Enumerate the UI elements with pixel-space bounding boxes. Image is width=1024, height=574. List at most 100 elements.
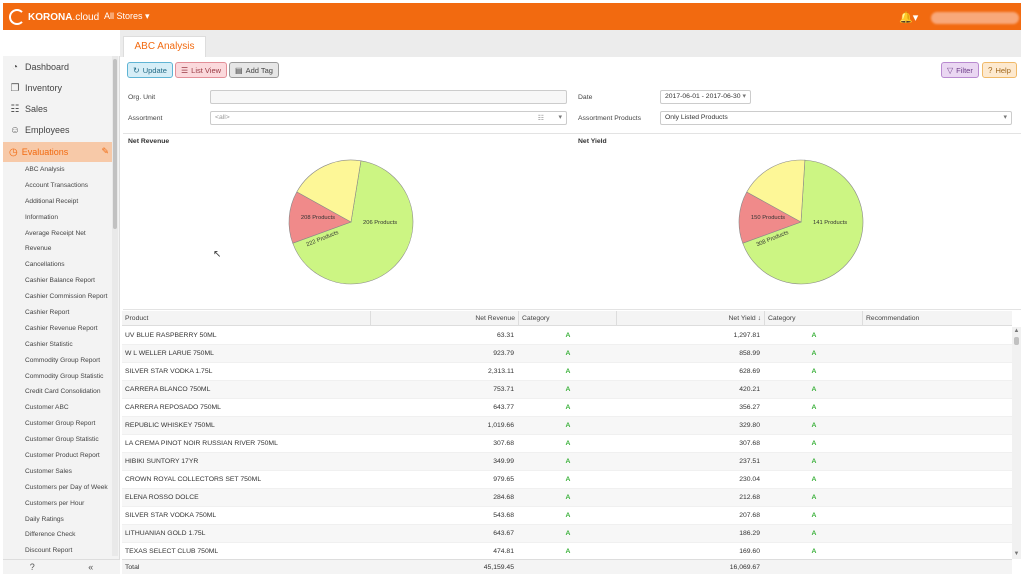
filter-icon: ▽	[947, 65, 954, 75]
submenu-item[interactable]: Customers per Hour	[25, 499, 85, 507]
submenu-item[interactable]: Credit Card Consolidation	[25, 388, 101, 396]
table-row[interactable]: LA CREMA PINOT NOIR RUSSIAN RIVER 750ML 3…	[122, 435, 1012, 453]
submenu-item[interactable]: Additional Receipt	[25, 197, 79, 205]
sidebar-item-label: Inventory	[25, 83, 63, 93]
tab-abc-analysis[interactable]: ABC Analysis	[123, 36, 206, 57]
filter-button[interactable]: ▽ Filter	[941, 62, 979, 78]
table-row[interactable]: HIBIKI SUNTORY 17YR 349.99 A 237.51 A	[122, 453, 1012, 471]
cell-product: CROWN ROYAL COLLECTORS SET 750ML	[125, 476, 262, 483]
column-header-net-revenue[interactable]: Net Revenue	[371, 311, 519, 326]
edit-pencil-icon[interactable]: ✎	[101, 146, 109, 156]
submenu-item[interactable]: Average Receipt Net	[25, 229, 86, 237]
table-row[interactable]: LITHUANIAN GOLD 1.75L 643.67 A 186.29 A	[122, 525, 1012, 543]
chevron-down-icon: ▾	[742, 93, 746, 100]
user-menu[interactable]	[931, 12, 1019, 24]
table-row[interactable]: REPUBLIC WHISKEY 750ML 1,019.66 A 329.80 A	[122, 417, 1012, 435]
column-header-category-2[interactable]: Category	[765, 311, 863, 326]
pie-slice[interactable]	[738, 191, 802, 244]
submenu-item[interactable]: Customer Group Statistic	[25, 436, 99, 444]
notification-bell-icon[interactable]: 🔔▾	[899, 12, 919, 24]
submenu-item[interactable]: Commodity Group Report	[25, 356, 101, 364]
table-row[interactable]: SILVER STAR VODKA 750ML 543.68 A 207.68 A	[122, 507, 1012, 525]
logo[interactable]: KORONA.cloud	[9, 9, 99, 25]
help-button[interactable]: ? Help	[982, 62, 1017, 78]
list-picker-icon[interactable]: ☷	[537, 115, 544, 122]
date-range-field[interactable]: 2017-06-01 - 2017-06-30 ▾	[660, 90, 751, 104]
help-circle-icon[interactable]: ?	[29, 562, 35, 572]
cell-category-2: A	[811, 548, 817, 555]
table-row[interactable]: SILVER STAR VODKA 1.75L 2,313.11 A 628.69 A	[122, 363, 1012, 381]
table-row[interactable]: CARRERA REPOSADO 750ML 643.77 A 356.27 A	[122, 399, 1012, 417]
org-unit-field[interactable]	[210, 90, 567, 104]
table-row[interactable]: TEXAS SELECT CLUB 750ML 474.81 A 169.60 A	[122, 543, 1012, 559]
submenu-item[interactable]: Cashier Commission Report	[25, 293, 108, 301]
pie-slice[interactable]	[296, 159, 362, 223]
sidebar-item-employees[interactable]: ☺ Employees	[9, 121, 70, 139]
submenu-item[interactable]: Cashier Statistic	[25, 340, 73, 348]
update-button[interactable]: ↻ Update	[127, 62, 173, 78]
sidebar-scrollbar[interactable]	[112, 56, 118, 556]
submenu-item[interactable]: Customer Product Report	[25, 452, 100, 460]
submenu-item[interactable]: Customers per Day of Week	[25, 483, 108, 491]
submenu-item[interactable]: Information	[25, 213, 58, 221]
scroll-down-icon[interactable]: ▼	[1013, 551, 1020, 557]
cell-recommendation	[866, 507, 1006, 525]
submenu-item[interactable]: Cashier Report	[25, 309, 70, 317]
table-row[interactable]: W L WELLER LARUE 750ML 923.79 A 858.99 A	[122, 345, 1012, 363]
cell-net-yield: 307.68	[739, 440, 760, 447]
cell-recommendation	[866, 525, 1006, 543]
add-tag-button[interactable]: ▤ Add Tag	[229, 62, 279, 78]
sidebar-scroll-thumb[interactable]	[113, 59, 117, 229]
submenu-item[interactable]: Cancellations	[25, 261, 65, 269]
submenu-item[interactable]: Customer Sales	[25, 467, 72, 475]
sidebar-item-inventory[interactable]: ❐ Inventory	[9, 79, 63, 97]
submenu-item[interactable]: Difference Check	[25, 531, 76, 539]
submenu-item[interactable]: Customer ABC	[25, 404, 69, 412]
table-row[interactable]: CARRERA BLANCO 750ML 753.71 A 420.21 A	[122, 381, 1012, 399]
chart-title-net-revenue: Net Revenue	[128, 138, 170, 145]
scroll-up-icon[interactable]: ▲	[1013, 328, 1020, 334]
submenu-item[interactable]: Discount Report	[25, 547, 73, 555]
cell-net-yield: 420.21	[739, 386, 760, 393]
submenu-item[interactable]: Cashier Revenue Report	[25, 324, 98, 332]
submenu-item[interactable]: Daily Ratings	[25, 515, 64, 523]
column-header-category[interactable]: Category	[519, 311, 617, 326]
total-net-revenue: 45,159.45	[483, 564, 514, 571]
pie-slice[interactable]	[742, 159, 864, 285]
submenu-item[interactable]: Cashier Balance Report	[25, 277, 96, 285]
cell-net-revenue: 1,019.66	[487, 422, 514, 429]
column-header-product[interactable]: Product	[122, 311, 371, 326]
table-scrollbar[interactable]: ▲ ▼	[1012, 327, 1021, 559]
pie-slice[interactable]	[292, 160, 414, 285]
evaluations-clock-icon: ◷	[9, 146, 18, 158]
submenu-item[interactable]: Commodity Group Statistic	[25, 372, 104, 380]
pie-slice[interactable]	[288, 191, 352, 244]
table-body: UV BLUE RASPBERRY 50ML 63.31 A 1,297.81 A W L…	[122, 327, 1012, 559]
store-selector[interactable]: All Stores ▾	[104, 11, 150, 21]
cell-net-revenue: 543.68	[493, 512, 514, 519]
column-header-net-yield[interactable]: Net Yield ↓	[617, 311, 765, 326]
column-header-recommendation[interactable]: Recommendation	[866, 315, 920, 322]
assortment-products-select[interactable]: Only Listed Products ▾	[660, 111, 1012, 125]
collapse-sidebar-icon[interactable]: «	[88, 562, 94, 572]
sidebar-item-dashboard[interactable]: ◔ Dashboard	[9, 58, 69, 76]
pie-slice[interactable]	[746, 159, 806, 223]
assortment-select[interactable]: <all> ☷ ▾	[210, 111, 567, 125]
cell-category: A	[565, 368, 571, 375]
sidebar-item-evaluations[interactable]: ◷ Evaluations ✎	[3, 142, 112, 162]
table-scroll-thumb[interactable]	[1014, 337, 1019, 345]
table-row[interactable]: UV BLUE RASPBERRY 50ML 63.31 A 1,297.81 A	[122, 327, 1012, 345]
cell-net-revenue: 753.71	[493, 386, 514, 393]
sidebar-item-sales[interactable]: ☷ Sales	[9, 100, 48, 118]
evaluations-submenu: ABC Analysis Account Transactions Addition…	[3, 162, 112, 559]
table-row[interactable]: ELENA ROSSO DOLCE 284.68 A 212.68 A	[122, 489, 1012, 507]
sidebar: ◔ Dashboard ❐ Inventory ☷ Sales ☺ Employees ◷ E…	[3, 56, 120, 559]
submenu-item[interactable]: Revenue	[25, 245, 52, 253]
cell-recommendation	[866, 399, 1006, 417]
submenu-item[interactable]: ABC Analysis	[25, 166, 65, 173]
list-view-button[interactable]: ☰ List View	[175, 62, 228, 78]
submenu-item[interactable]: Customer Group Report	[25, 420, 96, 428]
employees-person-icon: ☺	[9, 124, 21, 136]
submenu-item[interactable]: Account Transactions	[25, 181, 89, 189]
table-row[interactable]: CROWN ROYAL COLLECTORS SET 750ML 979.65 A 2…	[122, 471, 1012, 489]
